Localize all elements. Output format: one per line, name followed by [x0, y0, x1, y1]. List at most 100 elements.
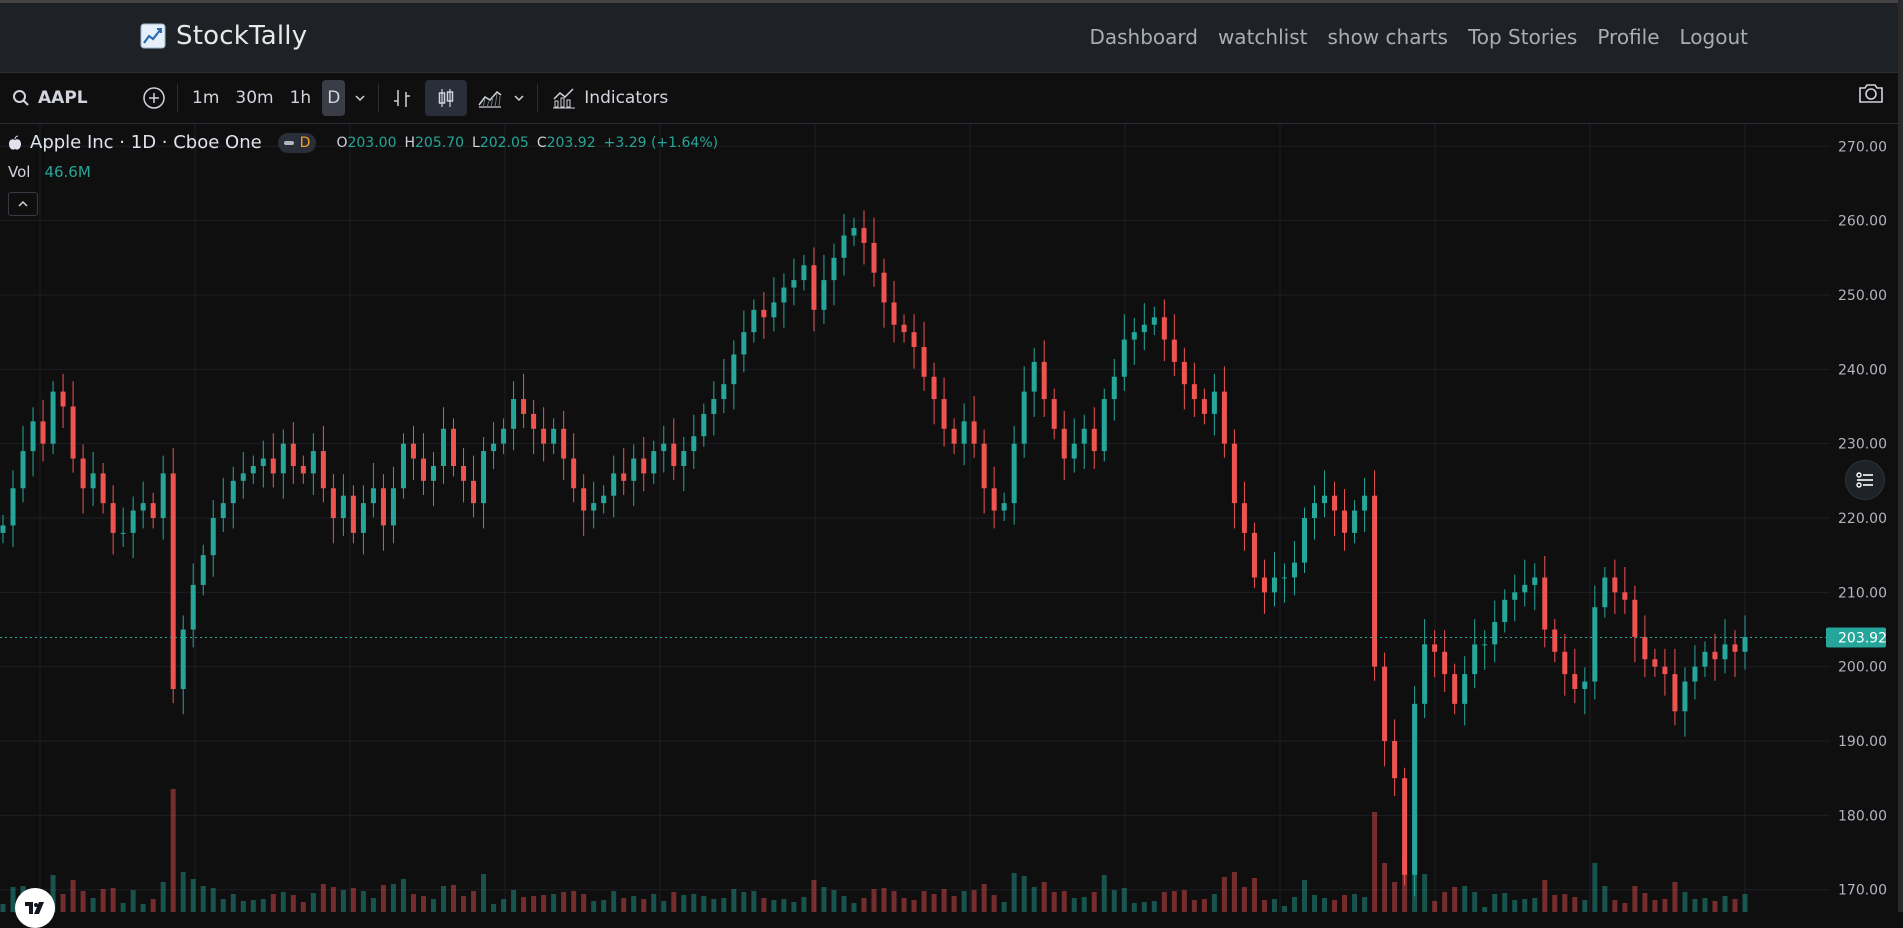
nav-top-stories[interactable]: Top Stories	[1467, 25, 1578, 49]
volume-bar	[691, 894, 697, 912]
candle-body	[1492, 622, 1498, 645]
volume-bar	[471, 891, 477, 912]
interval-30m[interactable]: 30m	[235, 88, 274, 108]
candle-body	[1181, 361, 1187, 385]
volume-bar	[1422, 874, 1428, 912]
candle-body	[80, 458, 86, 489]
screenshot-button[interactable]	[1857, 81, 1885, 110]
candle-body	[481, 451, 487, 504]
volume-bar	[430, 899, 436, 912]
volume-bar	[1472, 892, 1478, 912]
volume-bars	[0, 789, 1748, 912]
chevron-down-icon	[355, 95, 365, 102]
volume-bar	[1001, 902, 1007, 912]
volume-bar	[160, 882, 166, 912]
candle-body	[1402, 778, 1408, 875]
candle-body	[1151, 317, 1157, 325]
volume-bar	[320, 884, 326, 912]
tradingview-logo-icon[interactable]	[15, 888, 55, 928]
volume-bar	[1011, 873, 1017, 912]
volume-bar	[280, 892, 286, 912]
session-badge[interactable]: D	[277, 132, 317, 153]
chart-type-dropdown[interactable]	[507, 80, 531, 116]
candle-body	[441, 428, 447, 466]
area-chart-type-button[interactable]	[473, 80, 507, 116]
volume-bar	[441, 886, 447, 912]
bar-chart-type-button[interactable]	[385, 80, 419, 116]
candle-chart-type-button[interactable]	[425, 80, 468, 116]
interval-1m[interactable]: 1m	[192, 88, 220, 108]
volume-bar	[611, 891, 617, 912]
volume-label: Vol	[8, 163, 31, 181]
volume-bar	[881, 888, 887, 912]
indicators-button[interactable]: Indicators	[552, 87, 668, 109]
nav-dashboard[interactable]: Dashboard	[1089, 25, 1198, 49]
volume-bar	[701, 896, 707, 912]
candle-body	[1362, 495, 1368, 511]
candle-body	[661, 443, 667, 452]
candle-body	[130, 510, 136, 533]
candle-body	[60, 391, 66, 407]
plus-circle-icon	[143, 87, 165, 109]
candle-body	[1111, 376, 1117, 400]
nav-profile[interactable]: Profile	[1597, 25, 1660, 49]
volume-bar	[60, 894, 66, 912]
volume-bar	[1372, 812, 1378, 912]
interval-d[interactable]: D	[322, 80, 346, 116]
volume-bar	[671, 892, 677, 912]
candle-body	[1592, 607, 1598, 682]
collapse-legend-button[interactable]	[8, 192, 38, 216]
volume-bar	[1532, 898, 1538, 912]
price-chart[interactable]: 170.00 180.00 190.00 200.00 210.00 220.00 230.…	[0, 124, 1903, 912]
interval-dropdown[interactable]	[348, 80, 372, 116]
candles-icon	[439, 89, 454, 107]
chart-settings-button[interactable]	[1845, 460, 1885, 500]
volume-bar	[80, 891, 86, 912]
instrument-title[interactable]: Apple Inc · 1D · Cboe One	[30, 132, 262, 153]
volume-bar	[1291, 897, 1297, 912]
compare-button[interactable]	[137, 80, 171, 116]
volume-bar	[1101, 875, 1107, 912]
candle-body	[1382, 666, 1388, 742]
chevron-down-icon	[514, 95, 524, 102]
candle-body	[561, 428, 567, 459]
candle-body	[1522, 584, 1528, 593]
candle-body	[631, 458, 637, 481]
candle-body	[1121, 339, 1127, 377]
volume-bar	[481, 874, 487, 912]
volume-bar	[340, 890, 346, 912]
nav-watchlist[interactable]: watchlist	[1217, 25, 1308, 49]
page-scrollbar[interactable]	[1898, 0, 1903, 912]
brand[interactable]: StockTally	[140, 21, 307, 51]
volume-bar	[971, 890, 977, 912]
camera-icon	[1859, 84, 1883, 103]
candle-body	[1231, 443, 1237, 504]
nav-show-charts[interactable]: show charts	[1327, 25, 1448, 49]
volume-bar	[961, 891, 967, 912]
nav-logout[interactable]: Logout	[1679, 25, 1748, 49]
price-axis-tick: 200.00	[1838, 660, 1887, 676]
candle-body	[1612, 577, 1618, 593]
candle-body	[1281, 577, 1287, 579]
interval-1h[interactable]: 1h	[289, 88, 312, 108]
price-axis-tick: 240.00	[1838, 362, 1887, 378]
volume-bar	[571, 891, 577, 912]
candle-body	[270, 458, 276, 474]
volume-bar	[841, 896, 847, 912]
chart-toolbar: AAPL 1m 30m 1h D Indicators	[0, 73, 1903, 124]
symbol-search[interactable]: AAPL	[12, 88, 137, 108]
price-axis-tick: 170.00	[1838, 883, 1887, 899]
candle-body	[200, 555, 206, 585]
candle-body	[1241, 503, 1247, 533]
volume-bar	[90, 898, 96, 912]
volume-bar	[1652, 900, 1658, 912]
candle-body	[531, 413, 537, 429]
volume-bar	[1712, 901, 1718, 912]
candle-body	[10, 488, 16, 526]
candle-body	[1312, 503, 1318, 518]
volume-bar	[310, 893, 316, 912]
volume-bar	[1191, 900, 1197, 912]
volume-legend: Vol 46.6M	[8, 163, 91, 181]
price-axis-tick: 210.00	[1838, 585, 1887, 601]
price-axis-tick: 230.00	[1838, 437, 1887, 453]
